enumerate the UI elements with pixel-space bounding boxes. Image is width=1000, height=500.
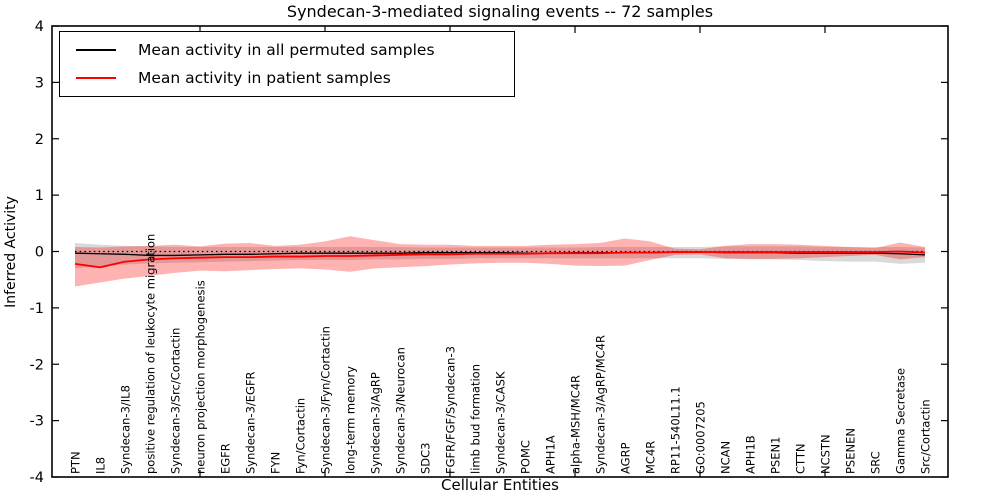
x-tick-label: EGFR: [219, 443, 233, 474]
x-tick-label: Syndecan-3/Neurocan: [394, 347, 408, 474]
x-tick-label: GO:0007205: [694, 401, 708, 474]
x-tick-label: PSEN1: [769, 437, 783, 474]
patient-line-swatch: [76, 77, 116, 79]
y-tick-label: -3: [30, 414, 44, 430]
x-tick-label: neuron projection morphogenesis: [194, 280, 208, 474]
x-tick-label: Syndecan-3/CASK: [494, 371, 508, 474]
x-tick-label: POMC: [519, 440, 533, 474]
patient-std-band: [75, 236, 925, 287]
y-tick-label: 4: [35, 19, 44, 35]
x-tick-label: limb bud formation: [469, 364, 483, 474]
y-tick-label: 3: [35, 75, 44, 91]
y-tick-label: 1: [35, 188, 44, 204]
x-tick-label: MC4R: [644, 441, 658, 474]
x-tick-label: SDC3: [419, 442, 433, 474]
x-tick-label: AGRP: [619, 442, 633, 474]
x-tick-label: NCAN: [719, 441, 733, 474]
legend-row-permuted: Mean activity in all permuted samples: [60, 37, 514, 63]
x-tick-label: Gamma Secretase: [894, 368, 908, 474]
x-tick-label: Fyn/Cortactin: [294, 398, 308, 474]
x-tick-label: SRC: [869, 451, 883, 474]
x-tick-label: Src/Cortactin: [919, 399, 933, 474]
x-tick-label: Syndecan-3/IL8: [119, 385, 133, 474]
x-tick-label: Syndecan-3/AgRP: [369, 372, 383, 474]
x-tick-label: PTN: [69, 451, 83, 474]
legend-label-permuted: Mean activity in all permuted samples: [138, 41, 435, 59]
x-tick-label: PSENEN: [844, 428, 858, 474]
x-tick-label: Syndecan-3/EGFR: [244, 371, 258, 474]
x-tick-label: IL8: [94, 457, 108, 474]
axes-frame: [51, 25, 949, 478]
legend: Mean activity in all permuted samples Me…: [59, 31, 515, 97]
legend-label-patient: Mean activity in patient samples: [138, 69, 391, 87]
chart-title: Syndecan-3-mediated signaling events -- …: [286, 2, 714, 21]
y-tick-label: -2: [30, 357, 44, 373]
x-tick-label: long-term memory: [344, 366, 358, 474]
y-tick-label: -4: [30, 470, 44, 486]
x-tick-label: Syndecan-3/Fyn/Cortactin: [319, 326, 333, 474]
y-tick-label: 2: [35, 132, 44, 148]
x-tick-label: alpha-MSH/MC4R: [569, 375, 583, 474]
patient-mean-line: [74, 250, 926, 269]
x-axis-label: Cellular Entities: [441, 476, 559, 494]
permuted-line-swatch: [76, 49, 116, 51]
x-tick-label: APH1B: [744, 435, 758, 474]
x-tick-label: positive regulation of leukocyte migrati…: [144, 234, 158, 474]
x-tick-label: APH1A: [544, 435, 558, 474]
legend-row-patient: Mean activity in patient samples: [60, 65, 514, 91]
permuted-std-band: [75, 243, 925, 269]
y-tick-label: 0: [35, 245, 44, 261]
x-tick-label: NCSTN: [819, 434, 833, 474]
y-axis-label: Inferred Activity: [3, 196, 19, 308]
x-tick-label: RP11-540L11.1: [669, 386, 683, 474]
x-tick-label: Syndecan-3/Src/Cortactin: [169, 328, 183, 474]
x-tick-label: FGFR/FGF/Syndecan-3: [444, 346, 458, 474]
y-tick-label: -1: [30, 301, 44, 317]
x-tick-label: Syndecan-3/AgRP/MC4R: [594, 335, 608, 474]
x-tick-label: FYN: [269, 452, 283, 474]
x-tick-label: CTTN: [794, 444, 808, 474]
